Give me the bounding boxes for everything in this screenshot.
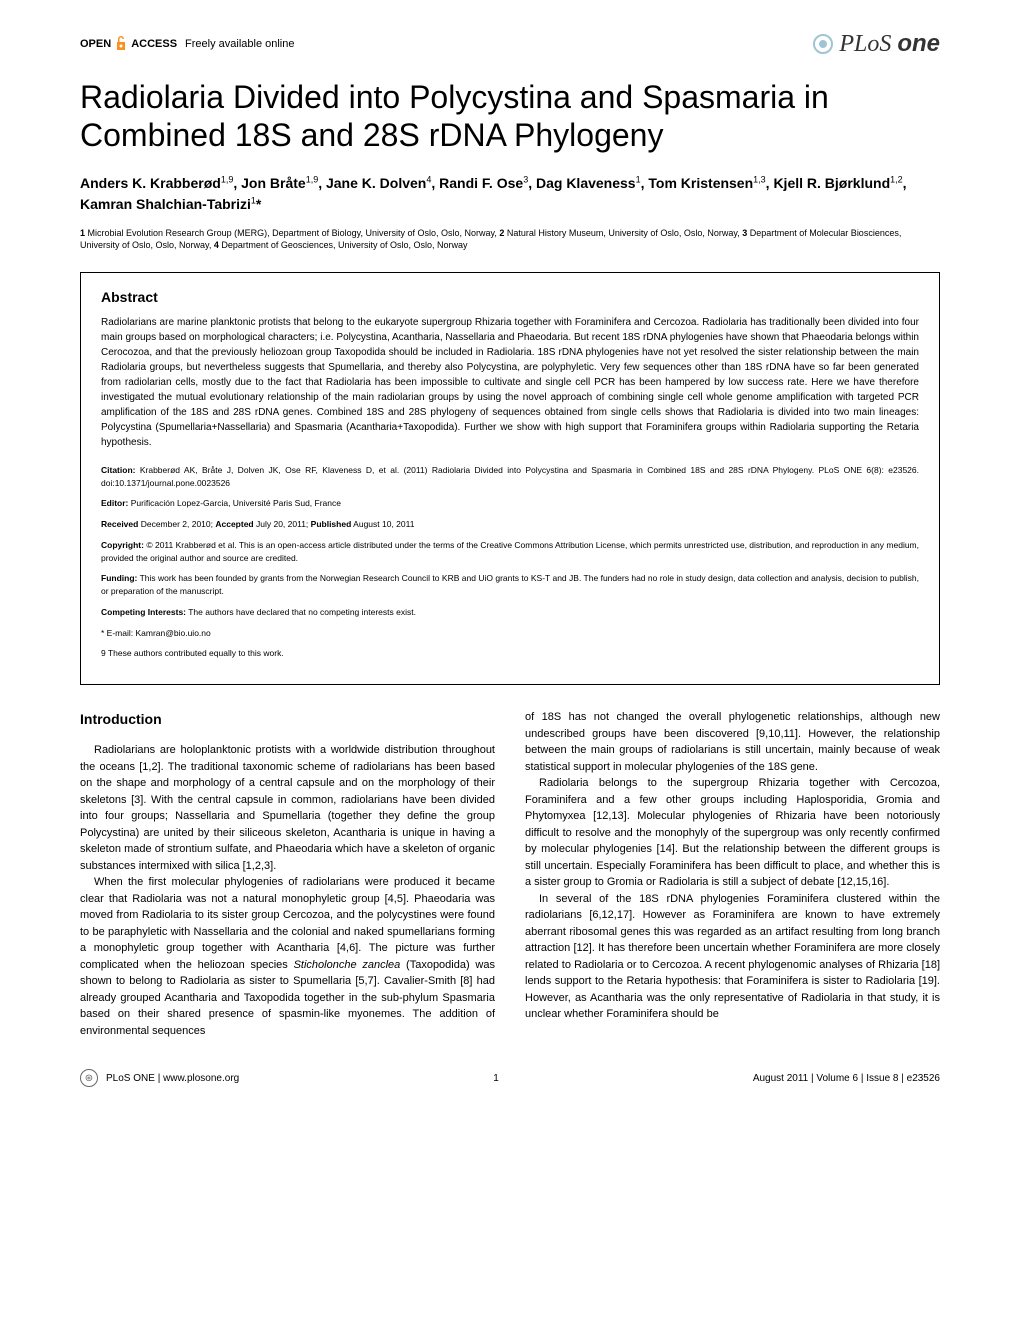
intro-p3: of 18S has not changed the overall phylo… [525, 709, 940, 775]
access-text: ACCESS [131, 38, 177, 50]
affiliations: 1 Microbial Evolution Research Group (ME… [80, 227, 940, 252]
open-text: OPEN [80, 38, 111, 50]
column-right: of 18S has not changed the overall phylo… [525, 709, 940, 1039]
article-title: Radiolaria Divided into Polycystina and … [80, 78, 940, 155]
abstract-box: Abstract Radiolarians are marine plankto… [80, 272, 940, 685]
intro-heading: Introduction [80, 709, 495, 730]
footer-left: ⊛ PLoS ONE | www.plosone.org [80, 1069, 239, 1087]
email: * E-mail: Kamran@bio.uio.no [101, 627, 919, 640]
footer-issue: August 2011 | Volume 6 | Issue 8 | e2352… [753, 1073, 940, 1084]
footer: ⊛ PLoS ONE | www.plosone.org 1 August 20… [80, 1069, 940, 1087]
intro-p5: In several of the 18S rDNA phylogenies F… [525, 891, 940, 1023]
intro-p1: Radiolarians are holoplanktonic protists… [80, 742, 495, 874]
editor: Editor: Purificación Lopez-Garcia, Unive… [101, 497, 919, 510]
citation: Citation: Krabberød AK, Bråte J, Dolven … [101, 464, 919, 490]
open-access-icon [115, 35, 127, 54]
funding: Funding: This work has been founded by g… [101, 572, 919, 598]
plos-logo: PLoS one [813, 30, 940, 58]
intro-p4: Radiolaria belongs to the supergroup Rhi… [525, 775, 940, 891]
authors-list: Anders K. Krabberød1,9, Jon Bråte1,9, Ja… [80, 173, 940, 215]
abstract-heading: Abstract [101, 289, 919, 305]
header-bar: OPEN ACCESS Freely available online PLoS… [80, 30, 940, 58]
footer-icon: ⊛ [80, 1069, 98, 1087]
open-access-label: OPEN ACCESS Freely available online [80, 35, 294, 54]
intro-section: Introduction Radiolarians are holoplankt… [80, 709, 940, 1039]
plos-icon [813, 34, 833, 54]
competing: Competing Interests: The authors have de… [101, 606, 919, 619]
equal-contrib: 9 These authors contributed equally to t… [101, 647, 919, 660]
column-left: Introduction Radiolarians are holoplankt… [80, 709, 495, 1039]
freely-text: Freely available online [185, 38, 294, 50]
intro-p2: When the first molecular phylogenies of … [80, 874, 495, 1039]
plos-one-text: one [897, 30, 940, 58]
footer-page: 1 [493, 1073, 499, 1084]
plos-text: PLoS [839, 31, 891, 58]
abstract-text: Radiolarians are marine planktonic proti… [101, 315, 919, 450]
footer-site: PLoS ONE | www.plosone.org [106, 1073, 239, 1084]
dates: Received December 2, 2010; Accepted July… [101, 518, 919, 531]
copyright: Copyright: © 2011 Krabberød et al. This … [101, 539, 919, 565]
